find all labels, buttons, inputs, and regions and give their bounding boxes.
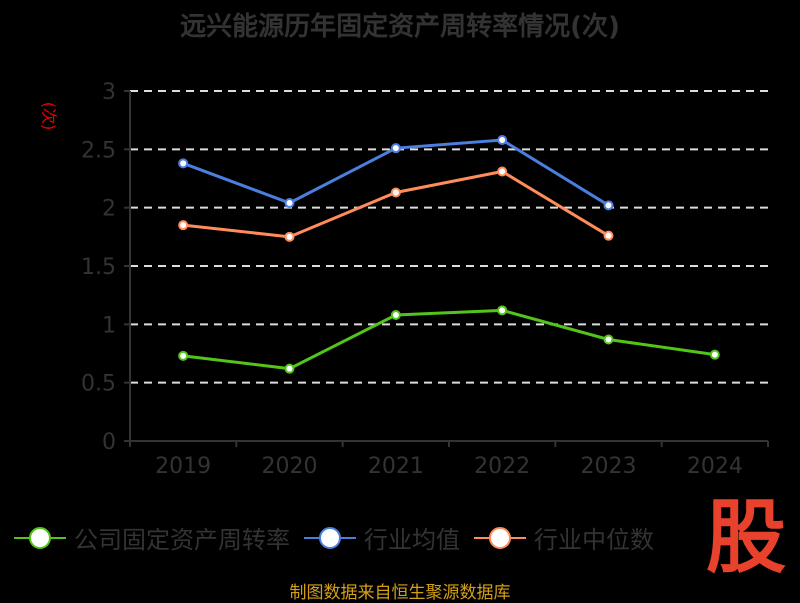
data-point	[390, 143, 401, 154]
y-tick-label: 1.5	[81, 255, 116, 280]
data-point	[284, 231, 295, 242]
legend-label: 行业均值	[364, 526, 460, 554]
line-chart: 0 0.5 1 1.5 2 2.5 3 2019 2020 2021 2022 2023 2024	[81, 80, 769, 479]
x-tick-label: 2019	[155, 454, 211, 479]
source-note: 制图数据来自恒生聚源数据库	[289, 583, 511, 603]
legend: 公司固定资产周转率 行业均值 行业中位数	[14, 520, 668, 555]
data-point	[603, 230, 614, 241]
data-point	[178, 220, 189, 231]
data-point	[497, 305, 508, 316]
x-tick-label: 2024	[687, 454, 743, 479]
legend-label: 公司固定资产周转率	[74, 526, 290, 554]
legend-marker-icon	[474, 526, 526, 550]
chart-title: 远兴能源历年固定资产周转率情况(次)	[180, 12, 620, 42]
watermark-logo: 股	[706, 491, 786, 584]
y-tick-label: 0.5	[81, 372, 116, 397]
data-point	[178, 158, 189, 169]
data-point	[390, 310, 401, 320]
y-tick-label: 0	[102, 430, 116, 455]
x-tick-label: 2022	[474, 454, 530, 479]
data-point	[497, 166, 508, 177]
legend-item-company[interactable]: 公司固定资产周转率	[14, 520, 290, 555]
x-tick-label: 2023	[581, 454, 637, 479]
legend-item-industry-median[interactable]: 行业中位数	[474, 520, 654, 555]
data-point	[284, 198, 295, 208]
legend-marker-icon	[304, 526, 356, 550]
legend-item-industry-mean[interactable]: 行业均值	[304, 520, 460, 555]
data-point	[603, 334, 614, 345]
data-point	[178, 350, 189, 361]
data-point	[390, 187, 401, 198]
legend-label: 行业中位数	[534, 526, 654, 554]
y-tick-label: 3	[102, 80, 116, 105]
y-tick-label: 2	[102, 197, 116, 222]
data-point	[603, 200, 614, 211]
data-point	[284, 363, 295, 374]
x-tick-label: 2021	[368, 454, 424, 479]
legend-marker-icon	[14, 526, 66, 550]
y-tick-label: 2.5	[81, 138, 116, 163]
data-point	[497, 135, 508, 145]
y-tick-label: 1	[102, 313, 116, 338]
series-line-2	[183, 169, 610, 239]
data-point	[709, 349, 720, 360]
series-line-0	[182, 308, 716, 371]
x-tick-label: 2020	[262, 454, 318, 479]
